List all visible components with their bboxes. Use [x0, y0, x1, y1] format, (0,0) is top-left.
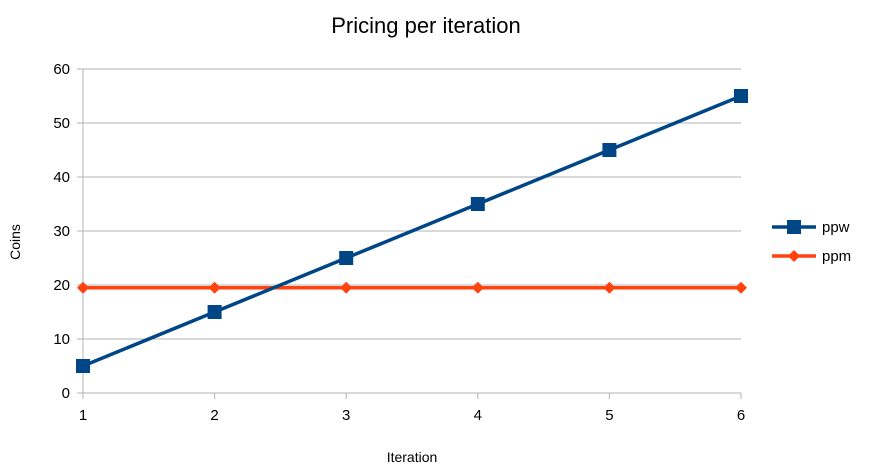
- y-tick-label: 30: [53, 223, 70, 240]
- legend-item-ppw: ppw: [772, 219, 850, 236]
- x-tick-label: 1: [79, 407, 87, 424]
- x-tick-label: 4: [474, 407, 482, 424]
- y-tick-label: 60: [53, 61, 70, 78]
- legend-label: ppw: [822, 219, 850, 236]
- series-ppw: [76, 89, 748, 373]
- x-tick-label: 3: [342, 407, 350, 424]
- legend-label: ppm: [822, 248, 851, 265]
- x-axis-ticks: 1 2 3 4 5 6: [79, 393, 745, 424]
- legend-item-ppm: ppm: [772, 248, 851, 265]
- gridlines: [83, 68, 741, 340]
- data-point-ppw: [207, 305, 222, 319]
- data-point-ppw: [734, 89, 748, 103]
- y-axis-ticks: 0 10 20 30 40 50 60: [53, 61, 83, 402]
- data-point-ppm: [471, 281, 484, 294]
- x-tick-label: 5: [605, 407, 613, 424]
- data-point-ppw: [339, 251, 354, 265]
- data-point-ppw: [470, 197, 485, 211]
- x-axis-title: Iteration: [387, 449, 438, 465]
- series-layer: [76, 89, 748, 373]
- data-point-ppw: [76, 359, 90, 373]
- data-point-ppw: [602, 143, 617, 157]
- legend-marker: [787, 220, 801, 234]
- y-axis-title: Coins: [7, 224, 23, 260]
- legend: ppw ppm: [772, 219, 851, 265]
- data-point-ppm: [340, 281, 353, 294]
- data-point-ppm: [735, 281, 747, 294]
- y-tick-label: 40: [53, 169, 70, 186]
- data-point-ppm: [208, 281, 221, 294]
- legend-marker: [788, 250, 800, 262]
- data-point-ppm: [603, 281, 616, 294]
- y-tick-label: 20: [53, 277, 70, 294]
- data-point-ppm: [77, 281, 89, 294]
- x-tick-label: 6: [737, 407, 745, 424]
- y-tick-label: 0: [62, 385, 70, 402]
- series-ppm: [77, 281, 747, 294]
- series-line-ppw: [82, 94, 742, 368]
- y-tick-label: 10: [53, 331, 70, 348]
- chart-title: Pricing per iteration: [331, 13, 521, 38]
- x-tick-label: 2: [210, 407, 218, 424]
- y-tick-label: 50: [53, 115, 70, 132]
